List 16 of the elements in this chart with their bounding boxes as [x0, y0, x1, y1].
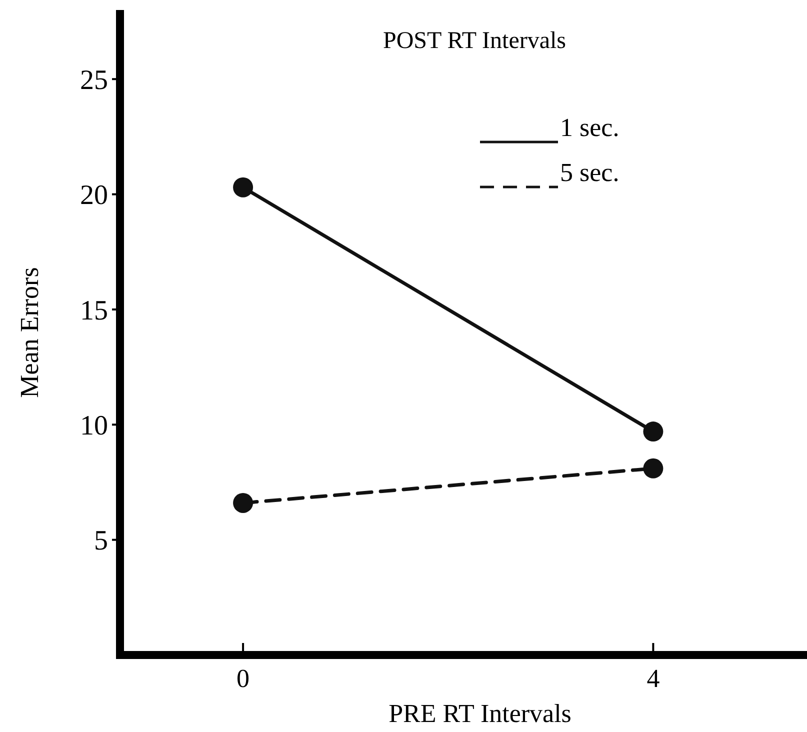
x-tick-label: 0: [236, 664, 250, 693]
point: [643, 458, 664, 478]
y-tick-label: 20: [80, 180, 108, 212]
x-tick-label: 4: [646, 664, 660, 693]
x-axis-title: PRE RT Intervals: [388, 699, 572, 728]
legend-title: POST RT Intervals: [383, 28, 566, 54]
y-tick-label: 15: [80, 295, 108, 326]
legend-label: 1 sec.: [560, 113, 620, 142]
legend-label: 5 sec.: [560, 158, 620, 187]
y-tick-label: 25: [80, 64, 108, 96]
y-tick-label: 5: [94, 526, 108, 557]
y-tick-label: 10: [80, 410, 108, 442]
point: [643, 422, 664, 442]
point: [233, 492, 254, 513]
point: [233, 177, 254, 198]
y-axis-title: Mean Errors: [15, 267, 44, 398]
